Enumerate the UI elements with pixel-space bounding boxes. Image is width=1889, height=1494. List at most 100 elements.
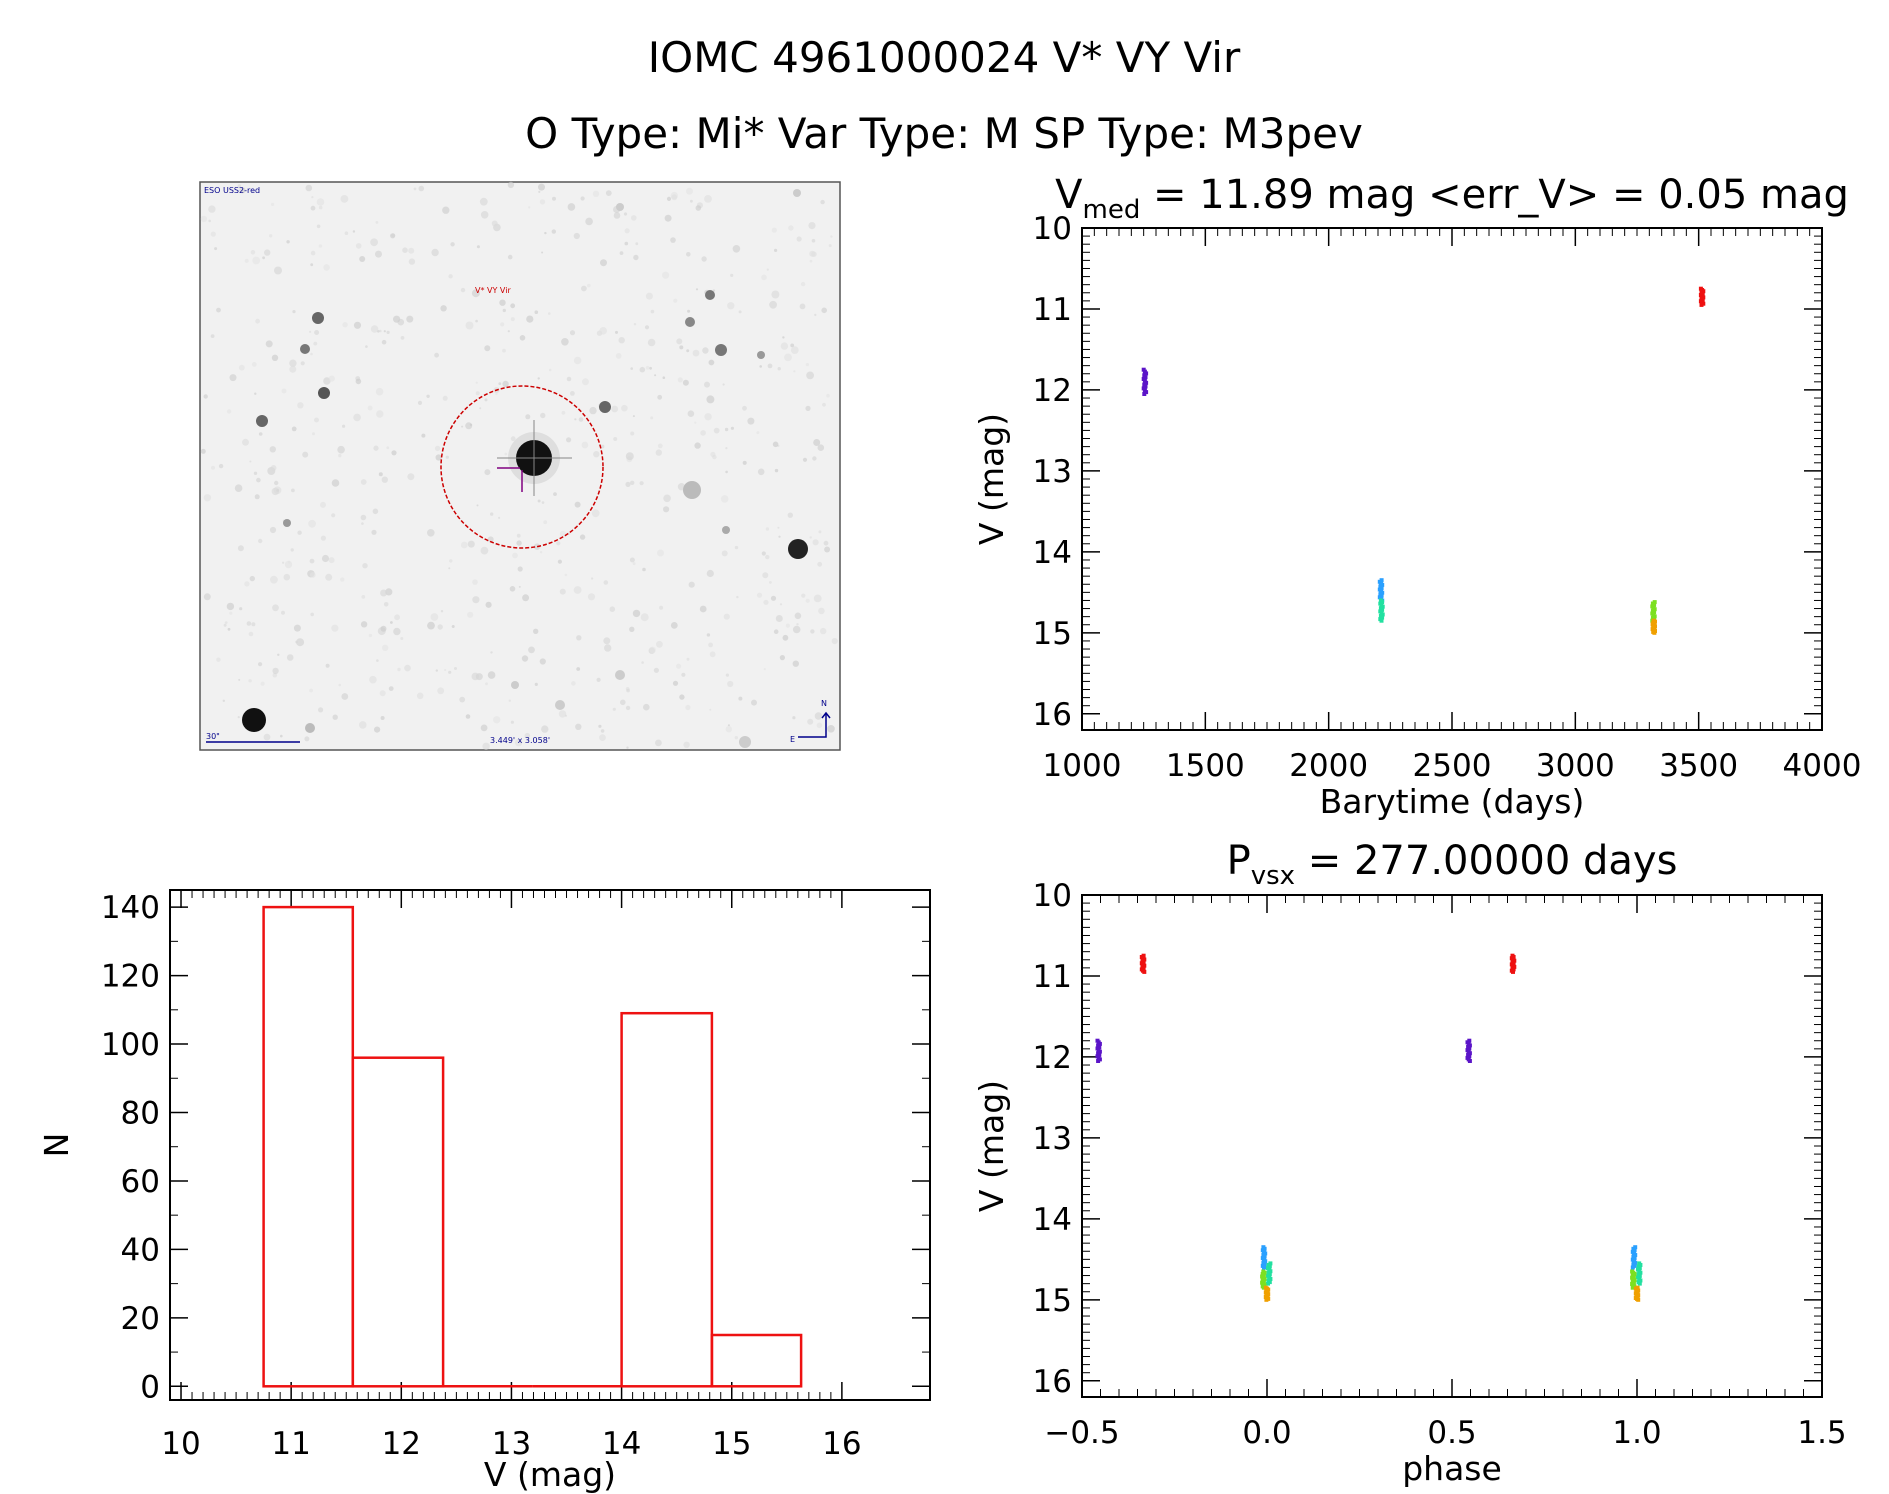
noise-speck xyxy=(226,409,232,414)
field-star xyxy=(793,189,801,197)
noise-speck xyxy=(647,338,656,347)
noise-speck xyxy=(331,513,336,518)
noise-speck xyxy=(626,746,629,749)
noise-speck xyxy=(676,338,683,345)
noise-speck xyxy=(541,501,545,504)
noise-speck xyxy=(249,575,255,582)
noise-speck xyxy=(663,494,671,503)
noise-speck xyxy=(642,567,646,572)
noise-speck xyxy=(227,627,231,631)
noise-speck xyxy=(632,415,635,418)
noise-speck xyxy=(742,405,747,411)
noise-speck xyxy=(793,370,796,373)
noise-speck xyxy=(274,480,279,486)
noise-speck xyxy=(806,371,814,380)
noise-speck xyxy=(373,445,379,451)
phase-curve-axes: −0.5 0.0 0.5 1.0 1.5 10 11 12 13 14 15 16 xyxy=(1033,878,1847,1451)
noise-speck xyxy=(725,470,728,474)
noise-speck xyxy=(578,417,584,422)
noise-speck xyxy=(300,361,305,366)
noise-speck xyxy=(437,687,445,695)
noise-speck xyxy=(293,624,301,632)
noise-speck xyxy=(794,612,802,620)
noise-speck xyxy=(695,205,702,211)
noise-speck xyxy=(379,329,382,333)
noise-speck xyxy=(304,736,310,742)
noise-speck xyxy=(820,627,827,635)
phase-curve-data-point xyxy=(1142,969,1147,974)
noise-speck xyxy=(600,444,605,449)
noise-speck xyxy=(238,678,241,681)
noise-speck xyxy=(237,545,244,552)
noise-speck xyxy=(600,259,607,267)
noise-speck xyxy=(361,595,366,599)
noise-speck xyxy=(328,557,335,564)
noise-speck xyxy=(476,245,480,249)
noise-speck xyxy=(269,526,277,534)
noise-speck xyxy=(650,416,654,420)
noise-speck xyxy=(805,598,810,603)
noise-speck xyxy=(386,330,390,334)
phase-curve-panel: −0.5 0.0 0.5 1.0 1.5 10 11 12 13 14 15 16 Pvsx = 27… xyxy=(972,838,1847,1488)
noise-speck xyxy=(566,376,572,382)
noise-speck xyxy=(380,589,388,597)
noise-speck xyxy=(600,729,605,733)
noise-speck xyxy=(687,410,695,418)
finder-background-noise xyxy=(200,181,838,750)
noise-speck xyxy=(708,359,715,366)
noise-speck xyxy=(383,602,389,607)
noise-speck xyxy=(756,592,763,598)
noise-speck xyxy=(487,536,494,543)
noise-speck xyxy=(593,451,600,458)
noise-speck xyxy=(564,573,568,577)
noise-speck xyxy=(408,247,415,254)
noise-speck xyxy=(286,240,290,244)
noise-speck xyxy=(727,302,735,310)
noise-speck xyxy=(801,593,806,598)
phase-curve-xtick-label: 0.5 xyxy=(1427,1415,1476,1451)
noise-speck xyxy=(320,501,326,508)
noise-speck xyxy=(282,561,285,564)
histogram-bars xyxy=(262,905,803,1388)
noise-speck xyxy=(291,488,295,493)
noise-speck xyxy=(308,519,316,528)
noise-speck xyxy=(340,195,349,203)
phase-curve-ylabel: V (mag) xyxy=(972,1080,1011,1212)
noise-speck xyxy=(603,580,609,585)
noise-speck xyxy=(386,446,390,450)
histogram-xtick-label: 16 xyxy=(822,1426,861,1462)
noise-speck xyxy=(821,307,827,314)
noise-speck xyxy=(732,245,741,253)
noise-speck xyxy=(277,653,280,656)
noise-speck xyxy=(722,383,725,386)
noise-speck xyxy=(813,439,821,446)
noise-speck xyxy=(208,219,211,223)
noise-speck xyxy=(337,445,345,454)
noise-speck xyxy=(372,508,379,515)
noise-speck xyxy=(260,681,265,686)
noise-speck xyxy=(248,679,252,683)
noise-speck xyxy=(237,184,241,188)
noise-speck xyxy=(509,586,516,592)
noise-speck xyxy=(218,463,224,469)
noise-speck xyxy=(359,721,367,729)
noise-speck xyxy=(641,661,644,664)
noise-speck xyxy=(479,407,482,410)
noise-speck xyxy=(237,716,240,719)
light-curve-xtick-label: 3500 xyxy=(1659,748,1738,784)
target-circle xyxy=(440,385,604,549)
noise-speck xyxy=(296,638,305,647)
noise-speck xyxy=(465,714,471,719)
noise-speck xyxy=(686,252,691,257)
field-star xyxy=(312,312,324,324)
noise-speck xyxy=(690,199,693,203)
noise-speck xyxy=(706,569,714,578)
compass-east-label: E xyxy=(790,735,795,744)
noise-speck xyxy=(289,365,297,373)
noise-speck xyxy=(775,615,783,622)
noise-speck xyxy=(822,402,826,407)
noise-speck xyxy=(476,504,479,507)
noise-speck xyxy=(709,708,712,711)
noise-speck xyxy=(774,248,778,252)
noise-speck xyxy=(487,671,496,679)
